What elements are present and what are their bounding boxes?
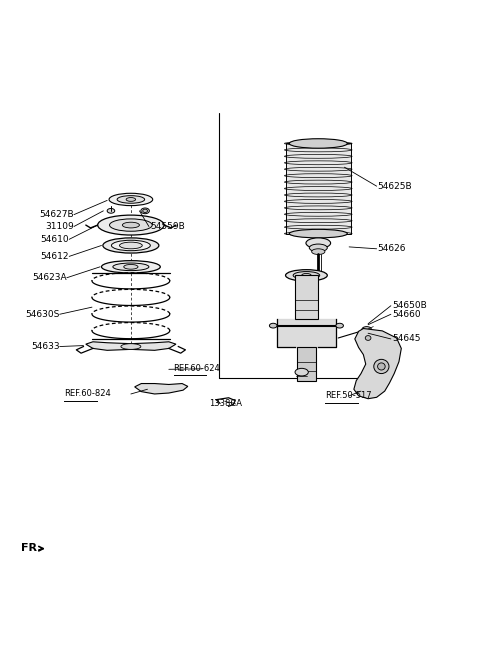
Text: 54630S: 54630S: [25, 309, 60, 319]
Ellipse shape: [101, 261, 160, 273]
Ellipse shape: [365, 336, 371, 340]
Bar: [295, 275, 318, 319]
Text: 54660: 54660: [392, 309, 420, 319]
Ellipse shape: [141, 208, 149, 214]
Text: REF.60-624: REF.60-624: [174, 365, 220, 373]
Text: 54623A: 54623A: [32, 273, 67, 283]
Ellipse shape: [143, 209, 147, 212]
Ellipse shape: [124, 265, 138, 269]
Text: REF.50-517: REF.50-517: [325, 392, 372, 400]
Polygon shape: [86, 342, 176, 350]
Ellipse shape: [111, 240, 150, 251]
Ellipse shape: [301, 273, 311, 277]
Text: 54626: 54626: [378, 244, 406, 254]
Ellipse shape: [122, 222, 139, 228]
Polygon shape: [354, 328, 401, 399]
Text: 54612: 54612: [41, 252, 69, 261]
Ellipse shape: [293, 271, 320, 279]
Ellipse shape: [126, 198, 136, 201]
Text: 54625B: 54625B: [378, 182, 412, 191]
Text: 54610: 54610: [41, 235, 69, 244]
Ellipse shape: [97, 215, 164, 235]
Ellipse shape: [309, 244, 327, 252]
Text: 54633: 54633: [31, 342, 60, 351]
Bar: [297, 346, 316, 380]
Text: 54627B: 54627B: [39, 210, 74, 219]
Ellipse shape: [378, 363, 385, 370]
Ellipse shape: [295, 369, 308, 376]
Text: REF.60-824: REF.60-824: [64, 390, 111, 399]
Text: 1338CA: 1338CA: [209, 399, 242, 408]
Text: 54645: 54645: [392, 334, 420, 344]
Ellipse shape: [306, 238, 331, 248]
Ellipse shape: [113, 263, 149, 271]
Ellipse shape: [336, 323, 343, 328]
Ellipse shape: [109, 219, 152, 231]
Text: 54650B: 54650B: [392, 301, 427, 310]
Ellipse shape: [117, 196, 144, 203]
Polygon shape: [135, 384, 188, 394]
Ellipse shape: [289, 229, 348, 238]
Ellipse shape: [120, 242, 142, 249]
Ellipse shape: [121, 344, 141, 350]
Text: 54559B: 54559B: [150, 222, 185, 231]
Ellipse shape: [362, 327, 372, 332]
Ellipse shape: [109, 193, 153, 206]
Bar: [286, 143, 350, 234]
Polygon shape: [277, 319, 336, 346]
Ellipse shape: [103, 238, 159, 253]
Text: FR.: FR.: [21, 543, 41, 553]
Ellipse shape: [312, 249, 325, 254]
Ellipse shape: [374, 359, 389, 374]
Ellipse shape: [269, 323, 277, 328]
Ellipse shape: [286, 269, 327, 281]
Ellipse shape: [107, 208, 115, 214]
Text: 31109: 31109: [45, 222, 74, 231]
Ellipse shape: [289, 139, 348, 148]
